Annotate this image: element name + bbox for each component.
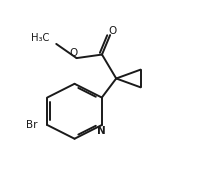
Text: Br: Br xyxy=(26,120,38,130)
Text: O: O xyxy=(69,48,78,58)
Text: O: O xyxy=(108,26,116,36)
Text: H₃C: H₃C xyxy=(31,33,49,43)
Text: N: N xyxy=(97,126,106,136)
